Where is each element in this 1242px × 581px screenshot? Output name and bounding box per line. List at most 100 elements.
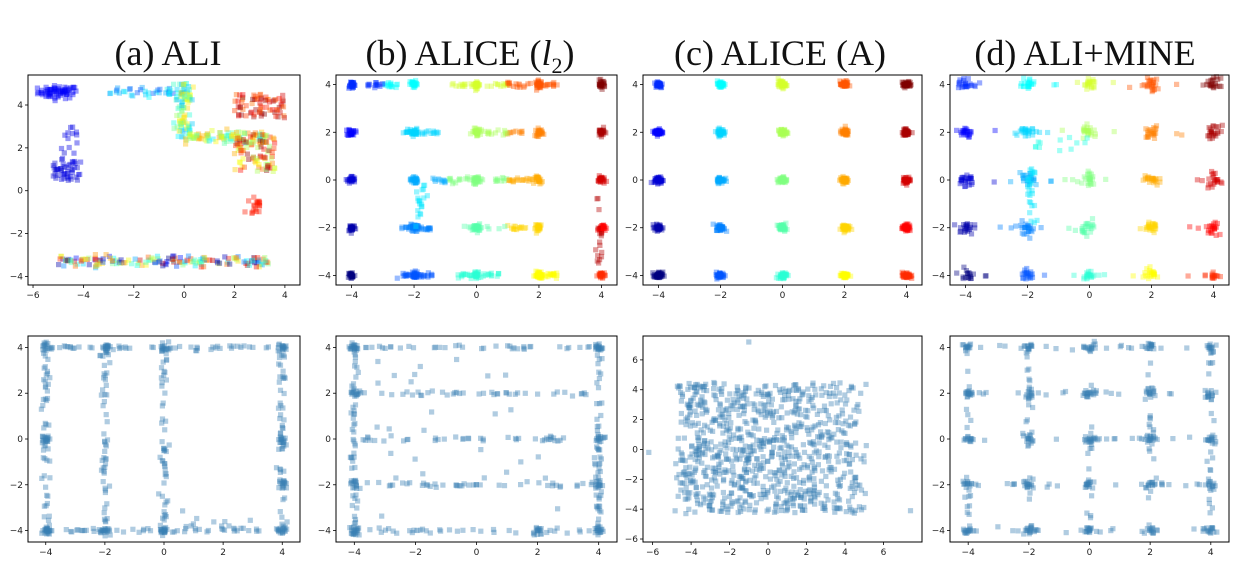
point [535,77,542,83]
point [281,479,287,485]
point [776,127,782,133]
point [657,83,663,89]
point [276,529,282,535]
point [186,123,192,129]
point [657,225,663,232]
point [278,434,284,440]
point [1151,130,1157,136]
point [1151,87,1157,93]
point [902,127,909,133]
point [232,167,238,173]
point [796,420,802,426]
point [1151,86,1157,92]
point [280,343,286,349]
point [687,471,693,477]
point [41,434,47,440]
point [43,397,50,404]
point [421,273,427,279]
point [44,525,50,531]
point [592,462,598,468]
point [597,275,604,281]
point [269,149,275,155]
point [427,530,433,536]
point [345,178,351,184]
point [598,270,604,277]
point [53,175,59,181]
point [656,225,662,231]
point [656,269,662,275]
point [535,222,541,228]
point [1153,223,1159,229]
point [1143,176,1149,182]
point [843,223,850,230]
point [903,127,909,133]
point [399,224,405,230]
point [845,132,851,138]
point [788,428,794,434]
point [534,273,540,279]
point [657,274,663,280]
point [655,174,662,180]
point [791,410,797,416]
point [790,396,796,402]
point [538,269,544,275]
point [411,129,418,135]
point [535,526,541,532]
point [1145,134,1151,140]
point [534,225,541,231]
point [460,83,466,89]
point [225,130,231,136]
point [519,128,525,134]
point [1215,124,1221,130]
point [425,270,431,276]
point [901,82,907,89]
point [783,129,790,135]
point [102,505,108,511]
point [410,345,417,351]
point [278,439,284,445]
point [421,272,427,278]
point [834,453,840,459]
point [413,273,419,280]
point [657,80,663,87]
point [185,84,192,90]
point [719,82,726,88]
point [205,135,211,141]
point [227,343,233,349]
point [783,272,789,278]
point [780,270,786,277]
point [204,138,210,144]
point [601,180,607,186]
point [717,178,723,184]
point [810,382,816,388]
point [1085,82,1091,88]
point [442,178,448,185]
point [417,363,423,370]
point [275,405,282,411]
point [782,272,788,278]
point [472,179,478,185]
point [464,174,471,180]
point [905,178,912,184]
point [103,343,109,349]
point [686,402,692,408]
point [841,130,847,136]
point [902,129,908,135]
point [501,178,507,184]
point [778,176,784,182]
point [1214,177,1220,183]
point [152,259,158,265]
point [535,226,542,232]
point [843,80,849,86]
point [1084,233,1090,239]
point [801,449,808,455]
point [137,87,144,93]
point [66,256,72,262]
point [273,465,280,471]
point [163,514,169,520]
point [150,344,156,351]
point [257,92,263,98]
point [59,176,65,182]
point [268,155,274,161]
point [852,478,858,484]
